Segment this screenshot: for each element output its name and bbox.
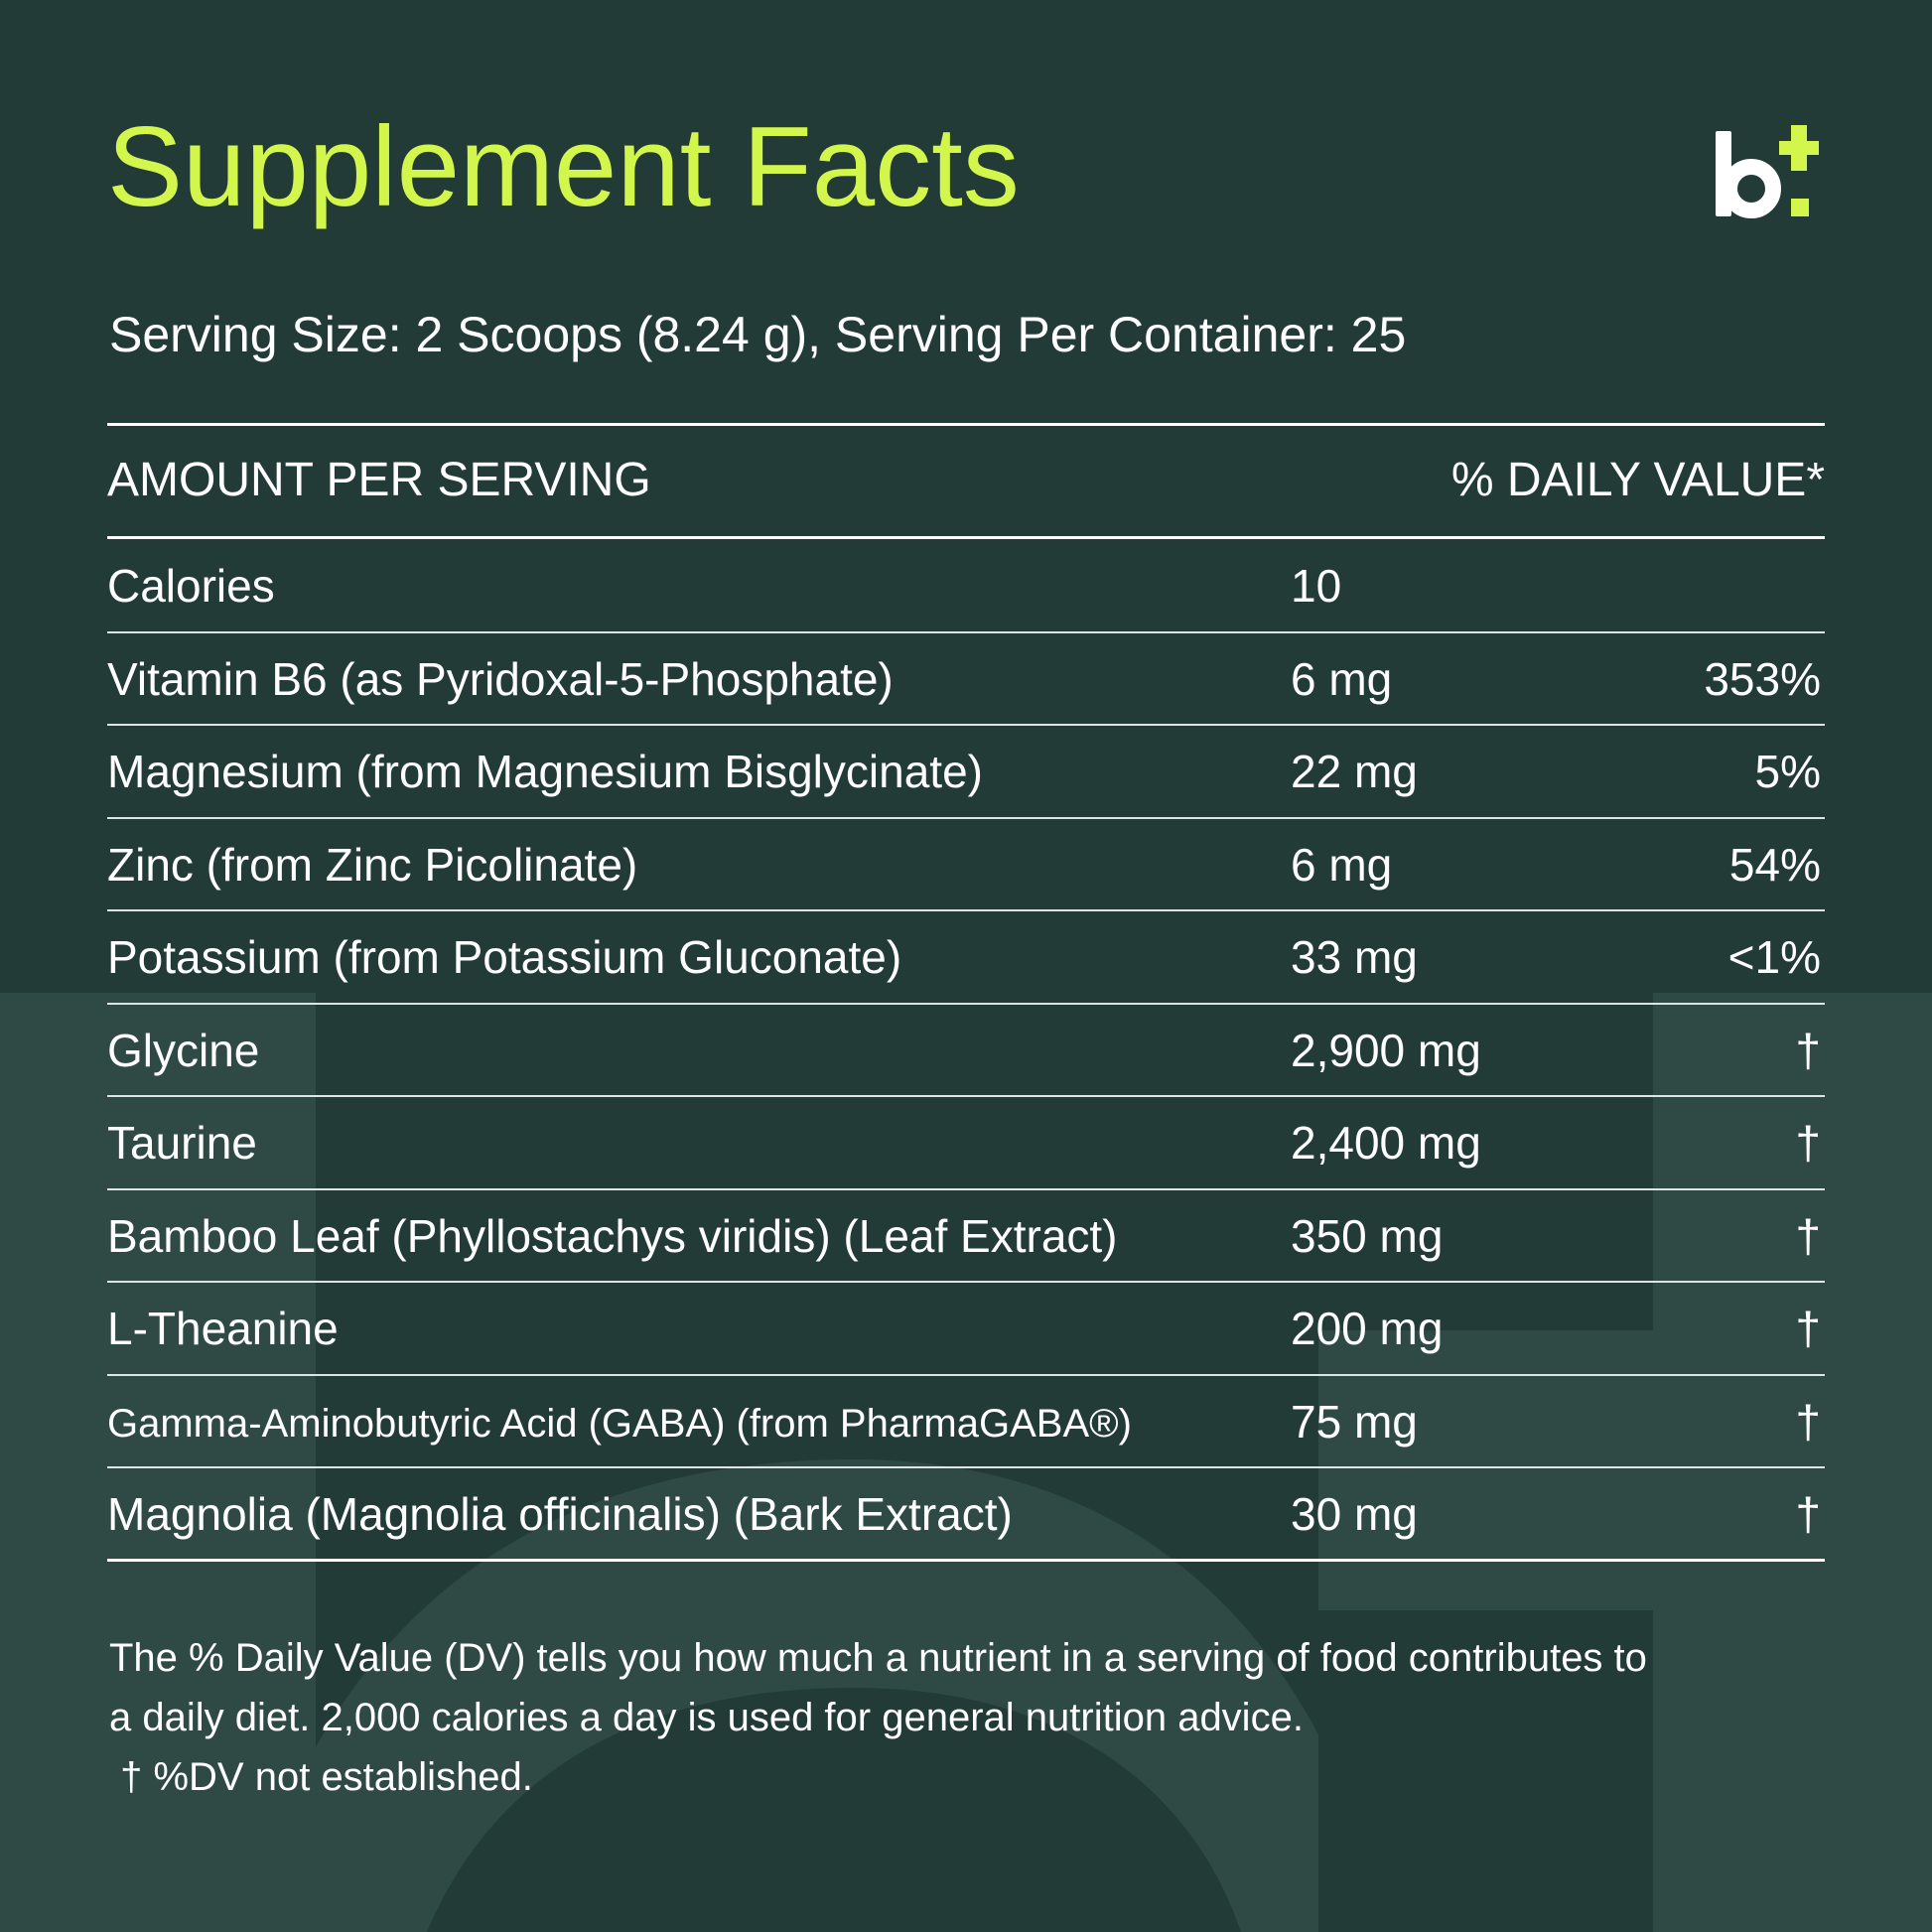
table-row: Potassium (from Potassium Gluconate) 33 …	[107, 911, 1825, 1005]
amount-per-serving-header: AMOUNT PER SERVING	[107, 454, 651, 506]
nutrient-daily-value: †	[1795, 1024, 1821, 1076]
footnote-line: a daily diet. 2,000 calories a day is us…	[109, 1696, 1304, 1739]
footnote-line: The % Daily Value (DV) tells you how muc…	[109, 1636, 1647, 1680]
table-row: Magnolia (Magnolia officinalis) (Bark Ex…	[107, 1468, 1825, 1562]
nutrient-name: L-Theanine	[107, 1303, 339, 1354]
nutrient-amount: 22 mg	[1291, 746, 1418, 797]
nutrient-name: Taurine	[107, 1117, 257, 1169]
nutrient-name: Potassium (from Potassium Gluconate)	[107, 931, 902, 983]
nutrient-name: Bamboo Leaf (Phyllostachys viridis) (Lea…	[107, 1209, 1118, 1262]
header-top-rule	[107, 423, 1825, 426]
page-title: Supplement Facts	[107, 104, 1020, 230]
nutrient-daily-value: †	[1795, 1395, 1821, 1448]
nutrient-amount: 30 mg	[1291, 1488, 1418, 1540]
nutrient-amount: 33 mg	[1291, 931, 1418, 983]
nutrient-daily-value: 353%	[1704, 652, 1821, 705]
nutrient-name: Glycine	[107, 1024, 260, 1076]
table-row: Gamma-Aminobutyric Acid (GABA) (from Pha…	[107, 1376, 1825, 1468]
table-row: Taurine 2,400 mg †	[107, 1097, 1825, 1190]
nutrient-amount: 200 mg	[1291, 1303, 1444, 1354]
table-row: Calories 10	[107, 540, 1825, 633]
nutrient-daily-value: †	[1795, 1303, 1821, 1354]
nutrient-daily-value: †	[1795, 1209, 1821, 1262]
nutrient-amount: 6 mg	[1291, 652, 1393, 705]
nutrient-name: Zinc (from Zinc Picolinate)	[107, 838, 638, 891]
nutrient-amount: 75 mg	[1291, 1395, 1418, 1448]
table-row: Glycine 2,900 mg †	[107, 1005, 1825, 1097]
nutrient-daily-value: 5%	[1754, 746, 1821, 797]
nutrient-name: Calories	[107, 560, 275, 612]
nutrient-name: Magnolia (Magnolia officinalis) (Bark Ex…	[107, 1488, 1013, 1540]
nutrient-daily-value: †	[1795, 1117, 1821, 1169]
daily-value-footnote: The % Daily Value (DV) tells you how muc…	[109, 1628, 1837, 1807]
nutrient-daily-value: 54%	[1728, 838, 1821, 891]
footnote-line: † %DV not established.	[109, 1755, 533, 1799]
serving-size-text: Serving Size: 2 Scoops (8.24 g), Serving…	[109, 307, 1407, 362]
nutrient-name: Magnesium (from Magnesium Bisglycinate)	[107, 746, 983, 797]
nutrient-amount: 6 mg	[1291, 838, 1393, 891]
table-row: Zinc (from Zinc Picolinate) 6 mg 54%	[107, 819, 1825, 911]
nutrient-amount: 350 mg	[1291, 1209, 1444, 1262]
nutrient-daily-value: †	[1795, 1488, 1821, 1540]
nutrient-name: Vitamin B6 (as Pyridoxal-5-Phosphate)	[107, 652, 894, 705]
table-row: Bamboo Leaf (Phyllostachys viridis) (Lea…	[107, 1190, 1825, 1283]
table-row: Magnesium (from Magnesium Bisglycinate) …	[107, 726, 1825, 819]
table-row: Vitamin B6 (as Pyridoxal-5-Phosphate) 6 …	[107, 633, 1825, 726]
table-row: L-Theanine 200 mg †	[107, 1283, 1825, 1376]
nutrient-amount: 2,900 mg	[1291, 1024, 1481, 1076]
table-header: AMOUNT PER SERVING % DAILY VALUE*	[107, 453, 1825, 512]
nutrient-name: Gamma-Aminobutyric Acid (GABA) (from Pha…	[107, 1401, 1132, 1446]
header-bottom-rule	[107, 536, 1825, 539]
nutrient-amount: 10	[1291, 560, 1342, 612]
nutrient-daily-value: <1%	[1727, 931, 1821, 983]
nutrient-table: Calories 10 Vitamin B6 (as Pyridoxal-5-P…	[107, 540, 1825, 1562]
nutrient-amount: 2,400 mg	[1291, 1117, 1481, 1169]
daily-value-header: % DAILY VALUE*	[1450, 454, 1825, 506]
b-plus-logo-icon	[1716, 125, 1819, 218]
